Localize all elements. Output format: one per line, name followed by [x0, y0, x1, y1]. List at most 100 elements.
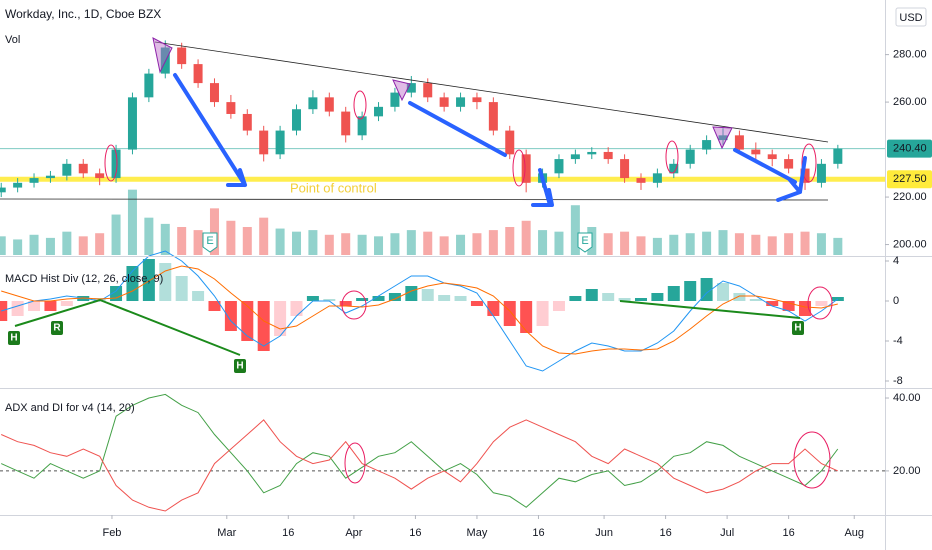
volume-bar [308, 230, 318, 255]
x-tick-label: 16 [282, 527, 294, 539]
volume-bar [456, 234, 466, 255]
histogram-bar [241, 301, 254, 341]
volume-bar [685, 233, 695, 255]
volume-bar [488, 230, 498, 255]
price-label-box [887, 139, 932, 158]
histogram-bar [388, 293, 401, 301]
histogram-bar [0, 301, 8, 321]
histogram-bar [684, 281, 697, 301]
volume-bar [800, 231, 810, 255]
volume-bar [127, 189, 137, 255]
trend-line [154, 41, 829, 143]
candle-body [702, 140, 712, 150]
arrow [776, 156, 807, 202]
circle [344, 442, 366, 484]
currency: USD [899, 12, 922, 24]
x-tick-label: Mar [217, 527, 236, 539]
marker-label: H [236, 361, 243, 372]
y-tick-label: -4 [893, 335, 903, 347]
histogram-bar [766, 301, 779, 306]
volume-bar [292, 231, 302, 255]
volume-bar [45, 237, 55, 255]
earnings-label: E [206, 235, 213, 247]
histogram-bar [831, 297, 844, 301]
candle-body [406, 83, 416, 93]
histogram-bar [142, 259, 155, 301]
y-tick-label: -8 [893, 375, 903, 387]
candle-body [78, 163, 88, 174]
volume-bar [472, 233, 482, 255]
volume-bar [816, 233, 826, 255]
histogram-bar [339, 301, 352, 306]
x-tick-label: May [467, 527, 488, 539]
histogram-bar [454, 296, 467, 301]
histogram-bar [306, 296, 319, 301]
volume-bar [423, 231, 433, 255]
candle-body [685, 149, 695, 164]
divergence-line [14, 298, 241, 356]
histogram-bar [717, 283, 730, 301]
volume-bar [390, 233, 400, 255]
y-tick-label: 0 [893, 295, 899, 307]
candle-body [111, 149, 121, 179]
earnings-markers: E E [202, 232, 593, 253]
volume-bar [275, 228, 285, 255]
drawings [0, 37, 833, 489]
histogram-bar [257, 301, 270, 351]
candle-body [751, 149, 761, 155]
histogram-bar [28, 301, 41, 311]
histogram-bar [356, 298, 369, 301]
histogram-bar [175, 276, 188, 301]
circle [665, 140, 679, 174]
candle-body [488, 102, 498, 131]
histogram-bar [224, 301, 237, 331]
volume-bar [374, 236, 384, 255]
candle-body [652, 173, 662, 183]
volume-bar [439, 236, 449, 255]
histogram-bar [536, 301, 549, 326]
arrow [173, 73, 247, 187]
marker-label: H [10, 333, 17, 344]
volume-bar [111, 214, 121, 255]
candle-body [62, 163, 72, 176]
volume-bar [95, 233, 105, 255]
candle-body [341, 111, 351, 136]
candle-body [177, 47, 187, 65]
histogram-bar [192, 291, 205, 301]
candle-body [603, 151, 613, 160]
marker-box [234, 359, 246, 373]
circle [512, 149, 526, 187]
volume-bar [406, 230, 416, 255]
candle-body [669, 163, 679, 174]
circle [104, 144, 118, 182]
volume-bar [226, 220, 236, 255]
volume-bar [620, 231, 630, 255]
candle-body [193, 64, 203, 84]
histogram-bar [782, 301, 795, 311]
candle-body [45, 175, 55, 179]
volume-bar [603, 233, 613, 255]
arrow [531, 168, 554, 207]
candle-body [767, 154, 777, 160]
y-tick-label: 40.00 [893, 392, 921, 404]
y-tick-label: 220.00 [893, 191, 927, 203]
candle-body [734, 135, 744, 150]
candle-body [620, 159, 630, 179]
volume-bar [357, 234, 367, 255]
volume-bar [13, 239, 23, 255]
currency-box [895, 7, 927, 27]
marker-box [792, 321, 804, 335]
candle-body [209, 83, 219, 103]
circle [793, 431, 831, 489]
candle-body [127, 97, 137, 150]
histogram-bar [208, 301, 221, 311]
volume-bar [62, 231, 72, 255]
divergence-line [619, 300, 801, 319]
annotation: Point of control [290, 180, 377, 195]
volume-bar [538, 230, 548, 255]
candle-body [521, 154, 531, 183]
volume-bar [784, 233, 794, 255]
volume-bar [324, 234, 334, 255]
x-tick-label: Feb [102, 527, 121, 539]
candle-body [259, 130, 269, 155]
